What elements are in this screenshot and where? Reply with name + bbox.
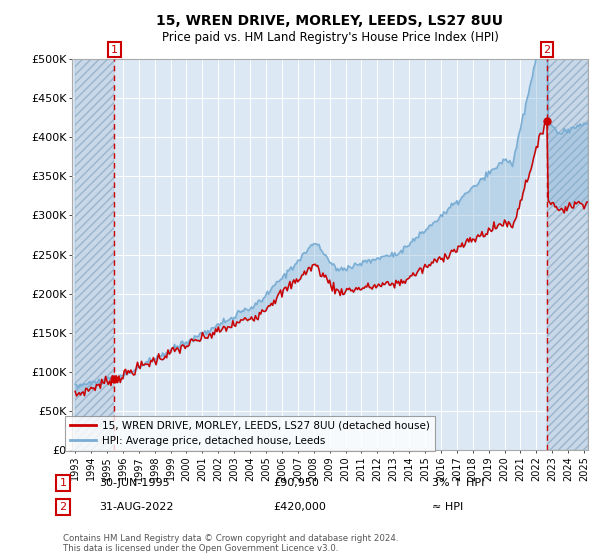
Legend: 15, WREN DRIVE, MORLEY, LEEDS, LS27 8UU (detached house), HPI: Average price, de: 15, WREN DRIVE, MORLEY, LEEDS, LS27 8UU … [65,416,435,451]
Text: 3% ↑ HPI: 3% ↑ HPI [432,478,484,488]
Text: 30-JUN-1995: 30-JUN-1995 [99,478,170,488]
Text: 1: 1 [59,478,67,488]
Text: 15, WREN DRIVE, MORLEY, LEEDS, LS27 8UU: 15, WREN DRIVE, MORLEY, LEEDS, LS27 8UU [157,14,503,28]
Text: 31-AUG-2022: 31-AUG-2022 [99,502,173,512]
Text: Price paid vs. HM Land Registry's House Price Index (HPI): Price paid vs. HM Land Registry's House … [161,31,499,44]
Text: Contains HM Land Registry data © Crown copyright and database right 2024.
This d: Contains HM Land Registry data © Crown c… [63,534,398,553]
Text: 2: 2 [59,502,67,512]
Bar [547,59,588,450]
Bar [75,59,114,450]
Text: £90,950: £90,950 [273,478,319,488]
Text: 2: 2 [544,45,550,55]
Text: ≈ HPI: ≈ HPI [432,502,463,512]
Text: 1: 1 [111,45,118,55]
Text: £420,000: £420,000 [273,502,326,512]
